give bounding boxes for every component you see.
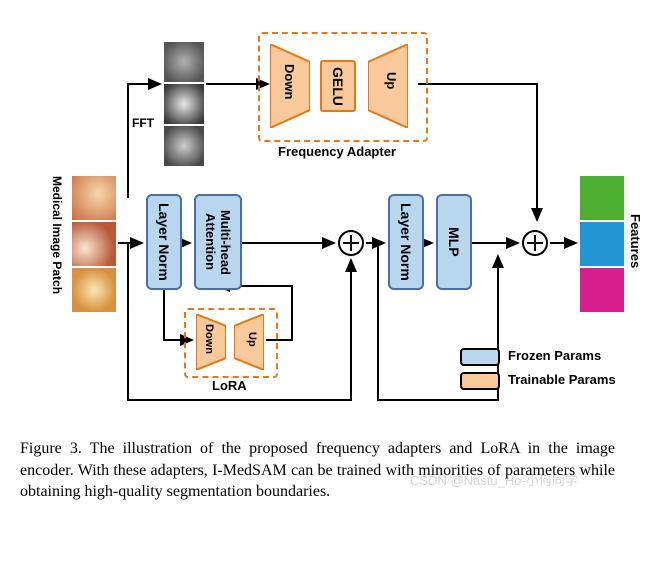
feature-tile-magenta [580,268,624,312]
gelu-text: GELU [330,67,346,106]
watermark: CSDN @Nastu_Ho-小何同学 [410,470,578,489]
down-label: Down [282,64,297,99]
lora-down-label: Down [203,324,215,354]
med-patch-label: Medical Image Patch [50,176,64,294]
fft-tile [164,126,204,166]
feature-tile-blue [580,222,624,266]
gelu-block: GELU [320,60,356,112]
med-image-tile [72,176,116,220]
fft-tile [164,84,204,124]
feature-tile-green [580,176,624,220]
legend-trainable-swatch [460,372,500,390]
sum-node-2 [522,230,548,256]
lora-up-label: Up [246,332,258,347]
mha-text: Multi-head Attention [203,196,233,288]
layer-norm-2: Layer Norm [388,194,424,290]
legend-trainable-text: Trainable Params [508,372,616,387]
mlp-text: MLP [446,227,462,257]
architecture-diagram: FFT Medical Image Patch Frequency Adapte… [20,20,650,420]
up-label: Up [384,72,399,89]
med-image-tile [72,268,116,312]
fft-label: FFT [132,116,154,130]
legend-frozen-swatch [460,348,500,366]
sum-node-1 [338,230,364,256]
lora-label: LoRA [212,378,247,393]
med-image-tile [72,222,116,266]
layer-norm-1: Layer Norm [146,194,182,290]
features-label: Features [628,214,643,268]
multi-head-attention: Multi-head Attention [194,194,242,290]
mlp-block: MLP [436,194,472,290]
freq-adapter-label: Frequency Adapter [278,144,396,159]
fft-tile [164,42,204,82]
ln2-text: Layer Norm [398,203,414,281]
ln1-text: Layer Norm [156,203,172,281]
legend-frozen-text: Frozen Params [508,348,601,363]
